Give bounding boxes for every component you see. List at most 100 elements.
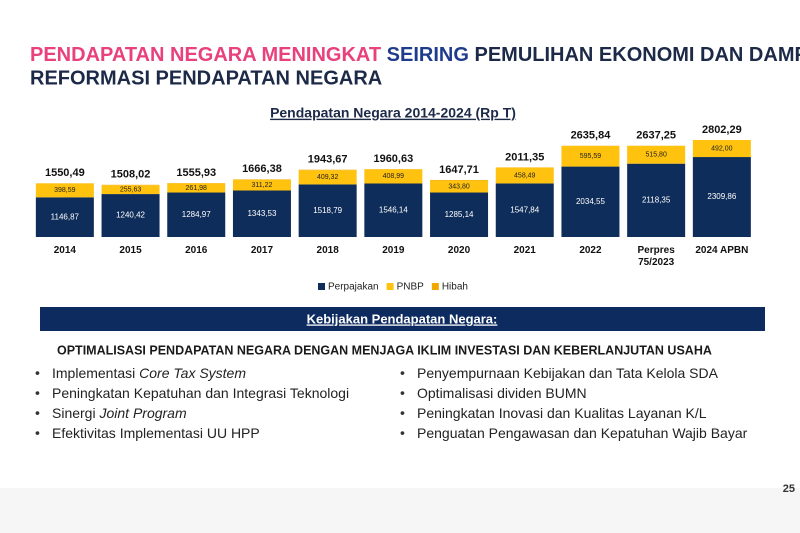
bullet-text: Efektivitas Implementasi UU HPP [52, 425, 260, 441]
x-tick-label: 2015 [119, 245, 142, 256]
bullet-text: Peningkatan Kepatuhan dan Integrasi Tekn… [52, 385, 349, 401]
x-tick-label: 2016 [185, 245, 207, 256]
x-tick-label: 2019 [382, 245, 404, 256]
value-label: 311,22 [252, 182, 273, 189]
total-label: 1943,67 [308, 154, 348, 166]
bar-segment [495, 167, 554, 184]
bar-segment [627, 163, 686, 237]
total-label: 1666,38 [242, 163, 282, 175]
bar-segment [364, 183, 423, 237]
bullet-item: Implementasi Core Tax System [52, 365, 246, 381]
bar-segment [561, 166, 620, 237]
x-tick-text: 2018 [316, 245, 339, 256]
bar-segment [298, 184, 357, 237]
bullet-dot: • [400, 385, 405, 401]
x-tick-text: 2014 [53, 245, 76, 256]
bullet-item: Efektivitas Implementasi UU HPP [52, 425, 260, 441]
value-label: 2118,35 [642, 195, 671, 204]
bullet-item: Penguatan Pengawasan dan Kepatuhan Wajib… [417, 425, 748, 441]
legend-swatch [386, 283, 394, 290]
bullet-text: Peningkatan Inovasi dan Kualitas Layanan… [417, 405, 707, 421]
bullet-text: Implementasi [52, 365, 135, 381]
x-tick-text: 2020 [447, 245, 471, 256]
legend-label: Perpajakan [328, 282, 379, 293]
legend-label: Hibah [442, 282, 468, 293]
total-label: 1550,49 [45, 167, 85, 179]
value-label: 1546,14 [379, 205, 408, 214]
x-tick-label: 2022 [579, 245, 602, 256]
bullet-item: Sinergi Joint Program [52, 405, 187, 421]
value-label: 398,59 [54, 187, 76, 194]
value-label: 1343,53 [247, 209, 276, 218]
total-label: 2637,25 [636, 130, 676, 142]
bullet-item: Peningkatan Inovasi dan Kualitas Layanan… [417, 405, 707, 421]
banner-text: Kebijakan Pendapatan Negara: [307, 311, 498, 326]
x-tick-label: 2014 [53, 245, 76, 256]
bullet-text: Optimalisasi dividen BUMN [417, 385, 587, 401]
bar-segment [35, 197, 94, 237]
bar-segment [232, 190, 291, 237]
bar-segment [430, 179, 489, 181]
x-tick-label: 2017 [251, 245, 273, 256]
policy-subtitle: OPTIMALISASI PENDAPATAN NEGARA DENGAN ME… [57, 343, 712, 357]
bar-segment [692, 157, 751, 237]
bullet-italic: Joint Program [98, 405, 186, 421]
total-label: 2802,29 [702, 124, 742, 136]
bar-segment [430, 192, 489, 237]
bar-segment [364, 169, 423, 184]
bullet-dot: • [35, 365, 40, 381]
x-tick-label: 2018 [316, 245, 339, 256]
x-tick-text: 2022 [579, 245, 602, 256]
value-label: 2034,55 [576, 197, 605, 206]
bar-segment [561, 145, 620, 167]
total-label: 2011,35 [505, 151, 544, 163]
total-label: 1647,71 [439, 164, 479, 176]
value-label: 1285,14 [445, 210, 474, 219]
chart-title: Pendapatan Negara 2014-2024 (Rp T) [270, 105, 516, 121]
bullet-dot: • [400, 405, 405, 421]
chart: 1146,87 398,59 1550,49 2014 1240,42 255,63 150… [35, 124, 751, 293]
bullet-text: Penyempurnaan Kebijakan dan Tata Kelola … [417, 365, 719, 381]
footer-band [0, 488, 800, 533]
slide-title-line2: REFORMASI PENDAPATAN NEGARA [30, 67, 382, 89]
bar-segment [495, 183, 554, 237]
bullet-italic: Core Tax System [139, 365, 246, 381]
bullet-dot: • [400, 365, 405, 381]
bullet-dot: • [35, 405, 40, 421]
x-tick-label: 2021 [513, 245, 536, 256]
page-number: 25 [783, 483, 795, 495]
value-label: 1547,84 [510, 205, 539, 214]
x-tick-text: Perpres 75/2023 [637, 245, 675, 268]
value-label: 261,98 [186, 185, 208, 192]
total-label: 1555,93 [176, 167, 216, 179]
x-tick-text: 2021 [513, 245, 536, 256]
x-tick-label: Perpres 75/2023 [637, 245, 675, 268]
value-label: 1146,87 [51, 212, 80, 221]
bar-segment [430, 180, 489, 193]
x-tick-text: 2015 [119, 245, 142, 256]
bullet-item: Optimalisasi dividen BUMN [417, 385, 587, 401]
legend-label: PNBP [397, 282, 425, 293]
bar-segment [101, 194, 160, 237]
bullet-text: Sinergi [52, 405, 96, 421]
legend-swatch [318, 283, 325, 290]
value-label: 458,49 [514, 172, 536, 179]
banner [40, 307, 765, 331]
value-label: 1240,42 [116, 211, 145, 220]
bullet-item: Penyempurnaan Kebijakan dan Tata Kelola … [417, 365, 719, 381]
bullet-dot: • [400, 425, 405, 441]
bar-segment [627, 145, 686, 164]
bar-segment [232, 179, 291, 191]
x-tick-label: 2024 APBN [695, 245, 749, 256]
value-label: 515,80 [645, 152, 667, 159]
bar-segment [298, 170, 357, 185]
value-label: 255,63 [120, 186, 142, 193]
value-label: 2309,86 [707, 192, 736, 201]
x-tick-text: 2024 APBN [695, 245, 749, 256]
value-label: 343,80 [448, 183, 470, 190]
bar-segment [167, 183, 226, 193]
x-tick-label: 2020 [447, 245, 471, 256]
bar-segment [298, 169, 357, 171]
